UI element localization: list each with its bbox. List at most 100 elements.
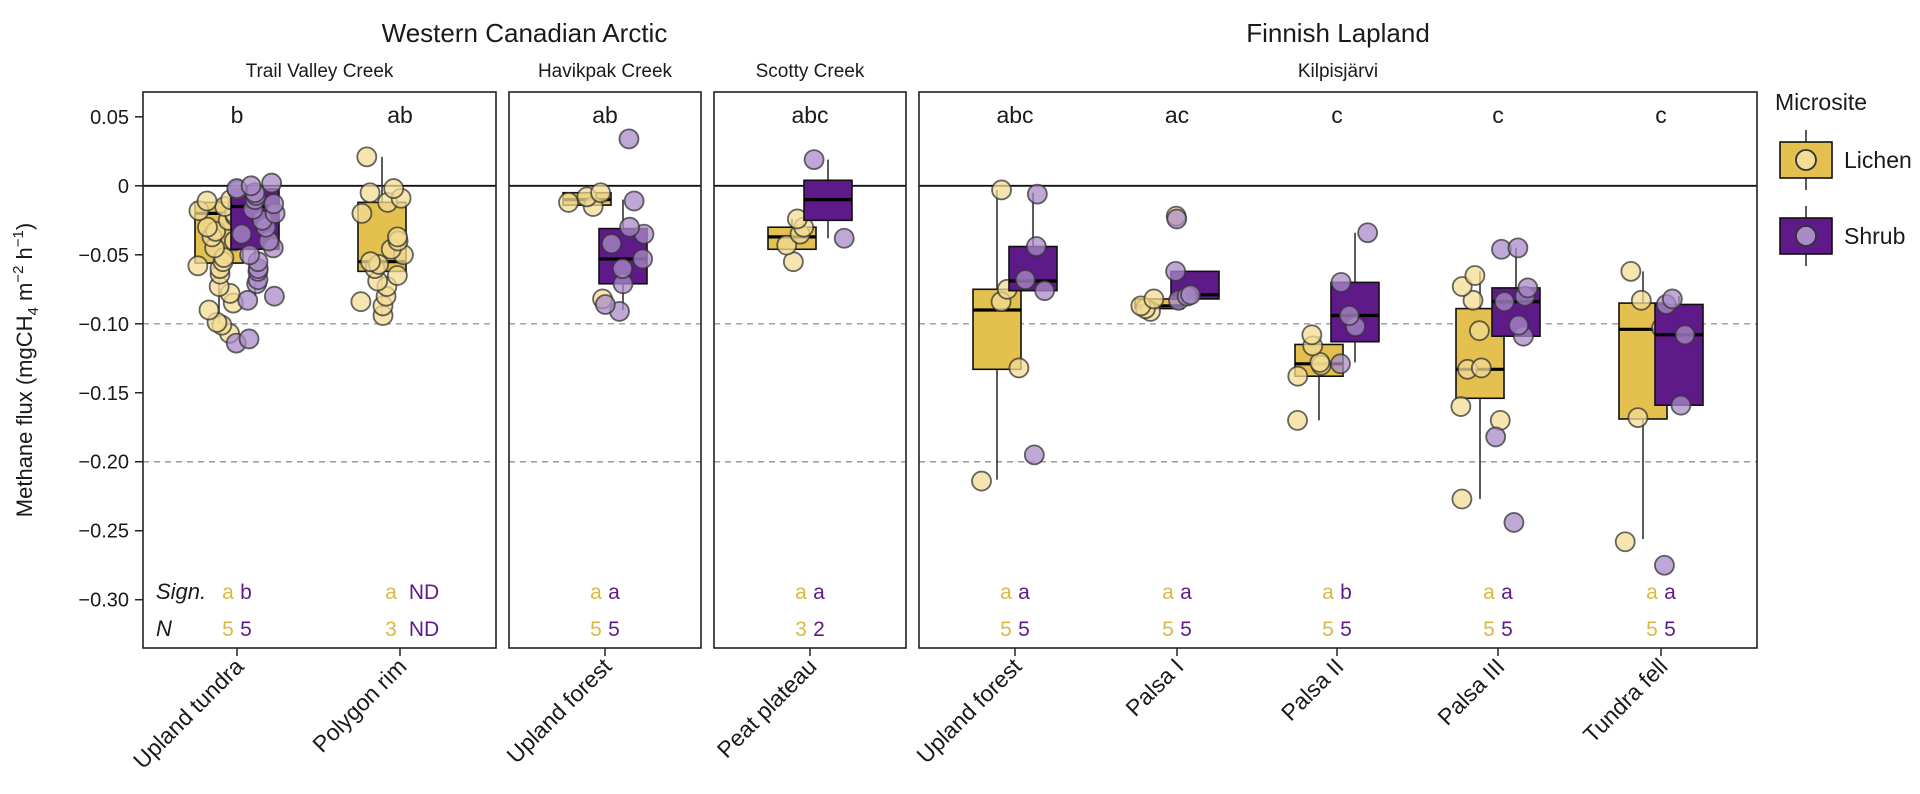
- panel-havikpak-creek: Havikpak Creek aba a5 5Upland forest: [501, 61, 701, 768]
- shrub-point: [1181, 285, 1200, 304]
- x-category-label: Palsa III: [1432, 653, 1509, 730]
- shrub-point: [625, 191, 644, 210]
- shrub-box: [1655, 289, 1703, 574]
- panel-frame: [509, 92, 701, 648]
- sign-lichen: a: [1322, 581, 1334, 604]
- shrub-point: [1518, 278, 1537, 297]
- n-shrub: 2: [813, 618, 825, 641]
- shrub-point: [1028, 185, 1047, 204]
- category-upland-forest: aba a5 5Upland forest: [501, 102, 653, 768]
- shrub-point: [1486, 427, 1505, 446]
- shrub-point: [805, 150, 824, 169]
- y-tick-label: 0.05: [90, 107, 129, 129]
- lichen-point: [1472, 358, 1491, 377]
- shrub-point: [633, 249, 652, 268]
- lichen-point: [559, 193, 578, 212]
- sign-shrub: a: [813, 581, 825, 604]
- legend-point: [1796, 226, 1816, 246]
- shrub-point: [1016, 270, 1035, 289]
- n-shrub: 5: [1664, 618, 1676, 641]
- y-axis-title: Methane flux (mgCH4 m−2 h−1): [10, 223, 42, 517]
- sign-shrub: b: [1340, 581, 1352, 604]
- n-lichen: 5: [1000, 618, 1012, 641]
- lichen-point: [1628, 408, 1647, 427]
- legend-point: [1796, 150, 1816, 170]
- region-title: Western Canadian Arctic: [382, 18, 668, 48]
- y-tick-label: −0.10: [78, 314, 129, 336]
- lichen-point: [1452, 489, 1471, 508]
- n-lichen: 5: [222, 618, 234, 641]
- shrub-point: [1027, 237, 1046, 256]
- lichen-point: [357, 147, 376, 166]
- n-shrub: ND: [409, 618, 439, 641]
- group-letter: c: [1492, 102, 1504, 128]
- category-peat-plateau: abca a3 2Peat plateau: [712, 102, 854, 763]
- shrub-point: [264, 194, 283, 213]
- y-tick-label: 0: [118, 176, 129, 198]
- shrub-point: [265, 287, 284, 306]
- panel-frame: [714, 92, 906, 648]
- lichen-point: [1144, 289, 1163, 308]
- sign-shrub: a: [608, 581, 620, 604]
- sign-shrub: a: [1664, 581, 1676, 604]
- shrub-point: [835, 229, 854, 248]
- legend-label: Shrub: [1844, 223, 1905, 249]
- x-category-label: Tundra fell: [1578, 653, 1673, 748]
- panel-frame: [143, 92, 496, 648]
- lichen-point: [388, 266, 407, 285]
- x-category-label: Upland forest: [911, 653, 1027, 769]
- lichen-point: [351, 292, 370, 311]
- group-letter: b: [231, 102, 244, 128]
- sign-lichen: a: [385, 581, 397, 604]
- shrub-point: [1671, 396, 1690, 415]
- n-shrub: 5: [1340, 618, 1352, 641]
- shrub-box-rect: [1655, 304, 1703, 405]
- group-letter: c: [1655, 102, 1667, 128]
- lichen-point: [992, 180, 1011, 199]
- sign-shrub: b: [240, 581, 252, 604]
- site-title: Havikpak Creek: [538, 61, 673, 82]
- lichen-point: [1470, 321, 1489, 340]
- sign-lichen: a: [1646, 581, 1658, 604]
- shrub-point: [620, 218, 639, 237]
- lichen-point: [388, 227, 407, 246]
- shrub-point: [619, 129, 638, 148]
- shrub-point: [1509, 316, 1528, 335]
- lichen-point: [1451, 397, 1470, 416]
- n-lichen: 5: [1483, 618, 1495, 641]
- lichen-point: [1616, 532, 1635, 551]
- category-palsa-ii: ca b5 5Palsa II: [1276, 102, 1379, 726]
- shrub-point: [1167, 209, 1186, 228]
- n-lichen: 5: [1646, 618, 1658, 641]
- legend-label: Lichen: [1844, 147, 1912, 173]
- shrub-point: [240, 329, 259, 348]
- group-letter: ab: [387, 102, 413, 128]
- lichen-point: [352, 204, 371, 223]
- shrub-point: [1495, 292, 1514, 311]
- lichen-point: [361, 252, 380, 271]
- n-shrub: 5: [1501, 618, 1513, 641]
- site-title: Trail Valley Creek: [246, 61, 394, 82]
- shrub-point: [1676, 325, 1695, 344]
- y-tick-label: −0.20: [78, 452, 129, 474]
- x-category-label: Palsa I: [1120, 653, 1188, 721]
- category-upland-forest: abca a5 5Upland forest: [911, 102, 1057, 768]
- shrub-point: [242, 176, 261, 195]
- shrub-point: [1025, 445, 1044, 464]
- sign-shrub: a: [1018, 581, 1030, 604]
- lichen-point: [1302, 325, 1321, 344]
- group-letter: abc: [791, 102, 828, 128]
- lichen-point: [1632, 291, 1651, 310]
- sign-lichen: a: [1162, 581, 1174, 604]
- lichen-point: [199, 300, 218, 319]
- x-category-label: Upland forest: [501, 653, 617, 769]
- n-shrub: 5: [1018, 618, 1030, 641]
- lichen-point: [1288, 411, 1307, 430]
- y-tick-label: −0.25: [78, 521, 129, 543]
- sign-shrub: a: [1180, 581, 1192, 604]
- n-lichen: 5: [1322, 618, 1334, 641]
